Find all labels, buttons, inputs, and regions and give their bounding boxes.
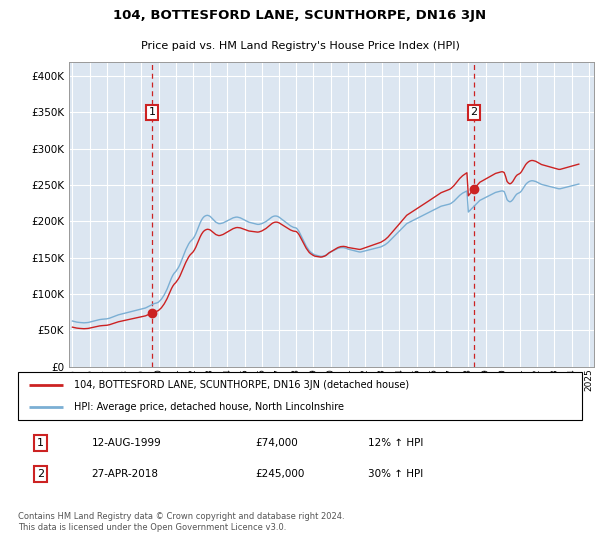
Text: 12-AUG-1999: 12-AUG-1999 bbox=[91, 438, 161, 448]
Text: 12% ↑ HPI: 12% ↑ HPI bbox=[368, 438, 423, 448]
Text: 2: 2 bbox=[37, 469, 44, 479]
Text: 30% ↑ HPI: 30% ↑ HPI bbox=[368, 469, 423, 479]
Text: HPI: Average price, detached house, North Lincolnshire: HPI: Average price, detached house, Nort… bbox=[74, 402, 344, 412]
Text: 1: 1 bbox=[148, 108, 155, 118]
Text: Price paid vs. HM Land Registry's House Price Index (HPI): Price paid vs. HM Land Registry's House … bbox=[140, 41, 460, 51]
FancyBboxPatch shape bbox=[18, 372, 582, 420]
Text: Contains HM Land Registry data © Crown copyright and database right 2024.
This d: Contains HM Land Registry data © Crown c… bbox=[18, 512, 344, 532]
Text: 2: 2 bbox=[470, 108, 478, 118]
Text: £245,000: £245,000 bbox=[255, 469, 304, 479]
Text: 104, BOTTESFORD LANE, SCUNTHORPE, DN16 3JN: 104, BOTTESFORD LANE, SCUNTHORPE, DN16 3… bbox=[113, 9, 487, 22]
Text: 27-APR-2018: 27-APR-2018 bbox=[91, 469, 158, 479]
Text: £74,000: £74,000 bbox=[255, 438, 298, 448]
Text: 1: 1 bbox=[37, 438, 44, 448]
Text: 104, BOTTESFORD LANE, SCUNTHORPE, DN16 3JN (detached house): 104, BOTTESFORD LANE, SCUNTHORPE, DN16 3… bbox=[74, 380, 410, 390]
